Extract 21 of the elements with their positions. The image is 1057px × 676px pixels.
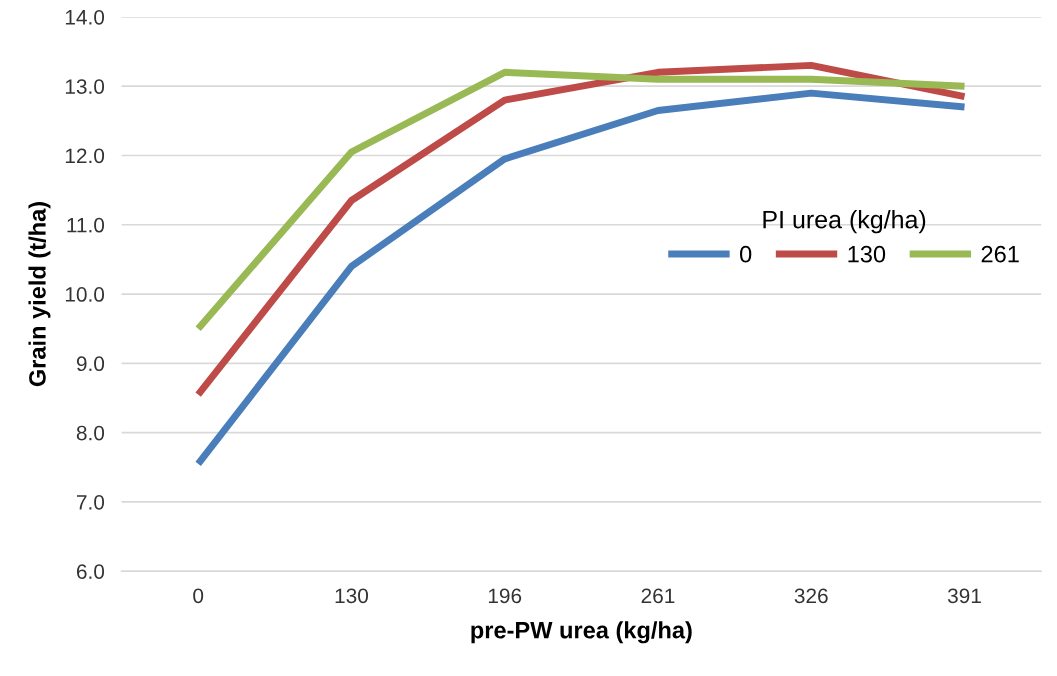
x-tick-label: 130 [335, 588, 369, 604]
x-axis-title: pre-PW urea (kg/ha) [471, 621, 692, 644]
y-tick-label: 7.0 [77, 494, 105, 510]
y-tick-label: 11.0 [67, 217, 105, 233]
y-tick-label: 6.0 [76, 564, 105, 579]
y-tick-label: 8.0 [76, 425, 105, 441]
y-tick-label: 12.0 [65, 148, 105, 164]
x-tick-label: 326 [794, 588, 828, 604]
y-tick-label: 9.0 [76, 356, 105, 372]
x-tick-label: 0 [193, 588, 204, 604]
x-tick-label: 261 [641, 588, 675, 604]
x-tick-label: 391 [947, 588, 981, 604]
x-tick-label: 196 [488, 588, 522, 604]
y-tick-label: 13.0 [65, 79, 105, 94]
y-tick-label: 14.0 [65, 9, 105, 25]
y-axis-title: Grain yield (t/ha) [28, 202, 51, 387]
legend-label: 130 [848, 245, 886, 263]
legend-label: 0 [740, 245, 752, 263]
y-tick-label: 10.0 [65, 287, 105, 302]
legend-title: PI urea (kg/ha) [763, 210, 926, 234]
legend-label: 261 [981, 245, 1019, 263]
